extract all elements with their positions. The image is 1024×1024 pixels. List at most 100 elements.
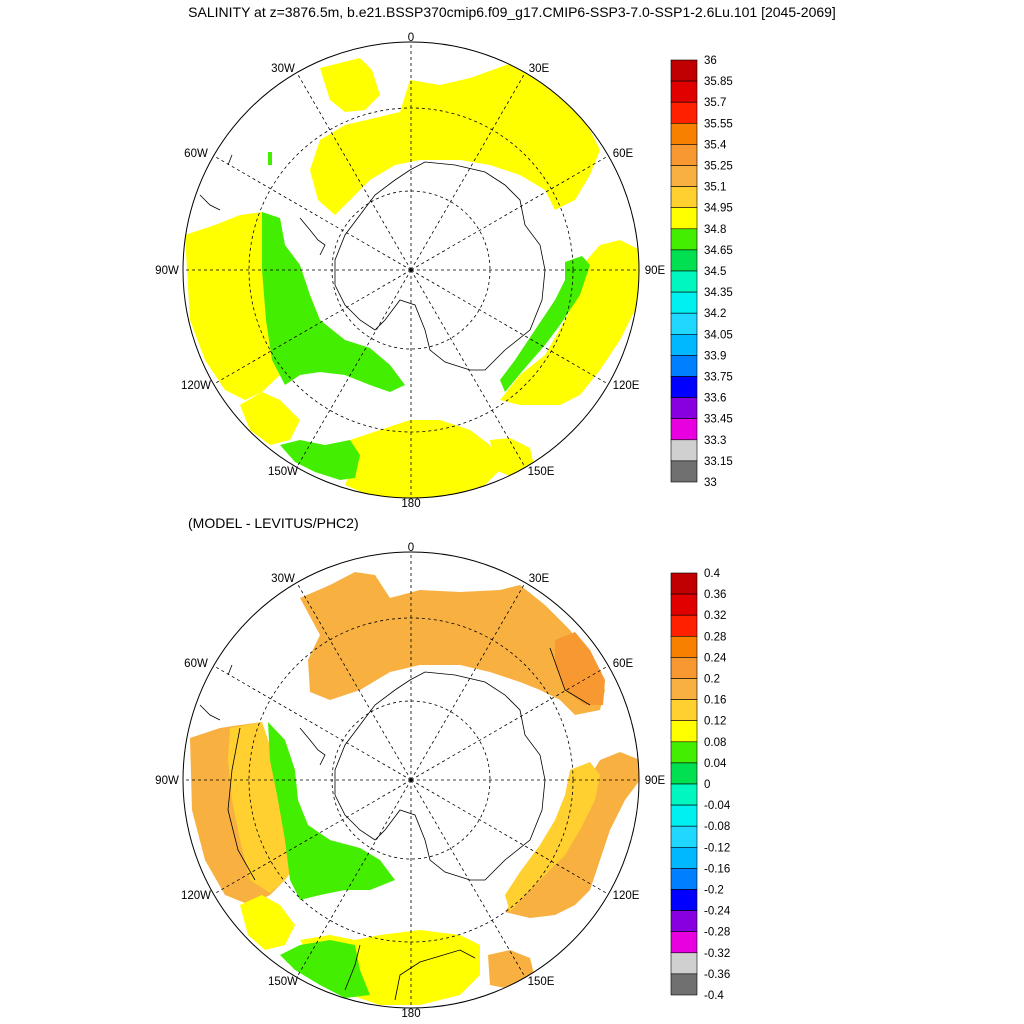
colorbar-label: 0.28 <box>704 631 726 643</box>
lon-label: 120W <box>181 890 211 902</box>
lon-label: 30E <box>529 63 550 75</box>
lon-label: 0 <box>408 32 414 44</box>
lon-label: 60E <box>613 148 634 160</box>
colorbar-label: -0.4 <box>704 990 724 1002</box>
meridian-line <box>296 779 412 978</box>
colorbar-label: -0.08 <box>704 821 730 833</box>
colorbar-swatch <box>670 720 698 743</box>
colorbar-swatch <box>670 678 698 700</box>
colorbar-label: 34.8 <box>704 224 726 236</box>
colorbar-swatch <box>670 207 698 230</box>
colorbar-swatch <box>670 657 698 679</box>
map-top-border <box>182 41 640 499</box>
map-bottom-fills <box>190 572 639 1005</box>
contour-line <box>227 647 591 1001</box>
colorbar-label: 35.55 <box>704 118 733 130</box>
colorbar-swatch <box>670 80 698 103</box>
colorbar-label: 0.24 <box>704 652 727 664</box>
colorbar-swatch <box>670 165 698 187</box>
lon-label: 60E <box>613 658 634 670</box>
colorbar-swatch <box>670 783 698 806</box>
colorbar-swatch <box>670 144 698 166</box>
colorbar-swatch <box>670 376 698 398</box>
figure-subtitle: (MODEL - LEVITUS/PHC2) <box>188 515 359 531</box>
meridian-line <box>213 155 412 271</box>
meridian-line <box>296 72 412 271</box>
colorbar-label: 35.4 <box>704 139 727 151</box>
colorbar-swatch <box>670 952 698 975</box>
lon-label: 150W <box>268 976 298 988</box>
colorbar-label: -0.36 <box>704 969 730 981</box>
colorbar-swatch <box>670 931 698 954</box>
meridian-line <box>296 269 412 468</box>
colorbar-label: 0.08 <box>704 737 726 749</box>
lon-label: 30E <box>529 573 550 585</box>
fill-region <box>280 440 360 480</box>
meridian-line <box>296 582 412 781</box>
colorbar-swatch <box>670 333 698 356</box>
lon-label: 150E <box>528 466 555 478</box>
colorbar-label: 0.2 <box>704 674 720 686</box>
map-bottom-border <box>182 551 640 1009</box>
meridian-line <box>410 779 609 895</box>
lon-label: 60W <box>184 658 208 670</box>
fill-region <box>268 152 272 165</box>
colorbar-label: 35.85 <box>704 76 733 88</box>
fill-region <box>345 420 500 498</box>
lon-label: 90E <box>645 775 666 787</box>
map-top-lon-labels: 0 30E 60E 90E 120E 150E 180 150W 120W 90W 60W 30W <box>155 32 665 510</box>
colorbar-swatch <box>670 355 698 377</box>
colorbar-swatch <box>670 397 698 420</box>
colorbar-label: -0.2 <box>704 885 724 897</box>
colorbar-swatch <box>670 270 698 293</box>
colorbar-label: 33.75 <box>704 372 733 384</box>
lon-label: 90E <box>645 265 666 277</box>
colorbar-swatch <box>670 249 698 272</box>
meridian-line <box>410 269 526 468</box>
meridian-line <box>213 779 412 895</box>
colorbar-swatch <box>670 460 698 483</box>
map-bottom-grid <box>183 552 639 1008</box>
lon-label: 120E <box>613 380 640 392</box>
lon-label: 150E <box>528 976 555 988</box>
lon-label: 120E <box>613 890 640 902</box>
fill-region <box>240 392 300 445</box>
colorbar-swatch <box>670 593 698 616</box>
colorbar-label: 0.32 <box>704 610 726 622</box>
colorbar-swatch <box>670 291 698 314</box>
colorbar-label: 33.3 <box>704 435 726 447</box>
colorbar-label: 34.05 <box>704 329 733 341</box>
colorbar-swatch <box>670 635 698 658</box>
colorbar-swatch <box>670 973 698 996</box>
colorbar-swatch <box>670 825 698 848</box>
map-top-grid <box>183 42 639 498</box>
coastline-detail <box>199 154 326 256</box>
fill-region <box>185 212 280 400</box>
meridian-line <box>410 779 526 978</box>
colorbar-label: 34.95 <box>704 203 733 215</box>
lon-label: 180 <box>401 1008 420 1020</box>
fill-region <box>228 722 300 893</box>
colorbar-label: 0.16 <box>704 695 726 707</box>
colorbar-label: 34.35 <box>704 287 733 299</box>
lon-label: 60W <box>184 148 208 160</box>
lon-label: 150W <box>268 466 298 478</box>
meridian-line <box>410 72 526 271</box>
colorbar-label: 0.04 <box>704 758 727 770</box>
map-bottom-lon-labels: 0 30E 60E 90E 120E 150E 180 150W 120W 90W 60W 30W <box>155 542 665 1020</box>
fill-region <box>505 762 600 912</box>
antarctica-coastline <box>334 161 546 371</box>
colorbar-label: 0 <box>704 779 710 791</box>
colorbar-label: -0.28 <box>704 927 730 939</box>
meridian-line <box>213 269 412 385</box>
colorbar-swatch <box>670 101 698 124</box>
colorbar-label: 33.45 <box>704 414 733 426</box>
colorbar-bottom: 0.4 0.36 0.32 0.28 0.24 0.2 0.16 0.12 0.08 0.04 0 -… <box>670 568 731 1002</box>
meridian-line <box>410 665 609 781</box>
colorbar-swatch <box>670 804 698 827</box>
colorbar-label: -0.32 <box>704 948 730 960</box>
colorbar-label: -0.04 <box>704 800 731 812</box>
colorbar-swatch <box>670 868 698 890</box>
colorbar-label: 34.65 <box>704 245 733 257</box>
colorbar-label: 34.5 <box>704 266 726 278</box>
